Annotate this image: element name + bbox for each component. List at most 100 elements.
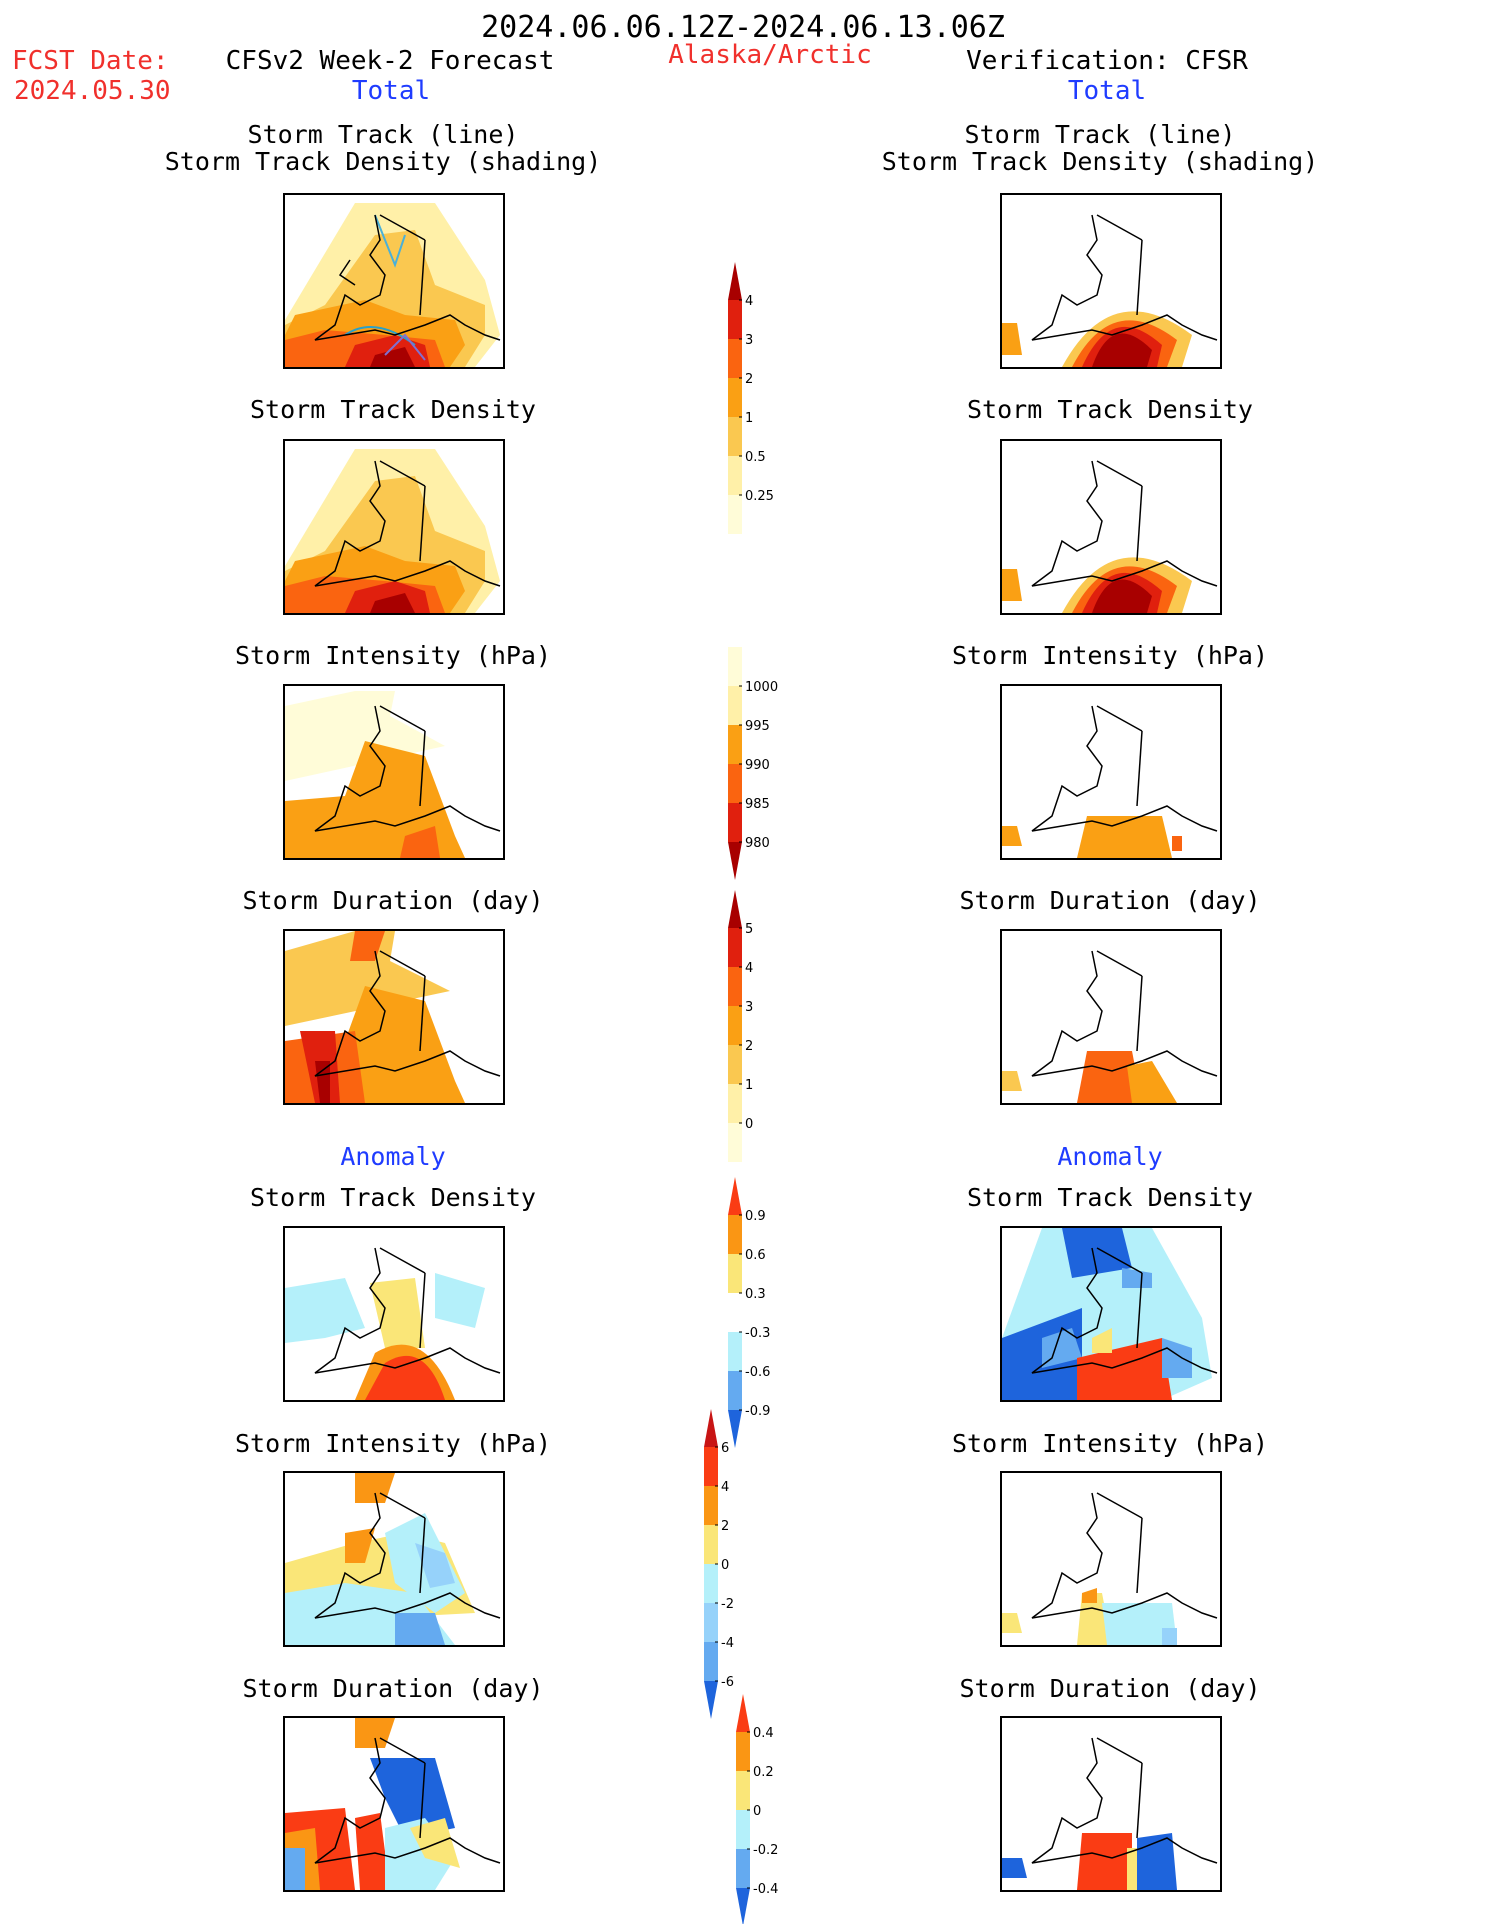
density-swatch-3 [728,378,742,417]
density_anom-swatch-0 [728,1177,742,1215]
density_anom-label-5: -0.9 [745,1404,770,1419]
density_anom-swatch-3 [728,1293,742,1332]
duration_anom-swatch-1 [736,1732,750,1771]
duration_anom-swatch-5 [736,1888,750,1924]
intensity-label-0: 1000 [745,680,778,695]
duration_anom-swatch-4 [736,1849,750,1888]
density-swatch-6 [728,495,742,534]
map-track-density-verif [1000,439,1222,615]
map-duration-verif [1000,929,1222,1105]
title-duration-verif: Storm Duration (day) [959,886,1261,915]
density-swatch-0 [728,262,742,300]
colorbar-duration: 5 4 3 2 1 0 [728,890,753,1162]
duration-label-5: 0 [745,1117,753,1132]
colorbar-intensity: 1000 995 990 985 980 [728,647,778,880]
density_anom-swatch-2 [728,1254,742,1293]
density_anom-label-2: 0.3 [745,1287,766,1302]
density_anom-swatch-6 [728,1410,742,1448]
anomaly-label-forecast: Anomaly [340,1142,446,1171]
total-label-verification: Total [1067,76,1147,106]
intensity-swatch-3 [728,764,742,803]
duration_anom-swatch-3 [736,1810,750,1849]
intensity_anom-label-0: 6 [721,1441,729,1456]
anomaly-label-verification: Anomaly [1057,1142,1163,1171]
intensity_anom-swatch-4 [704,1564,718,1603]
intensity_anom-label-3: 0 [721,1558,729,1573]
density-swatch-4 [728,417,742,456]
region-title: Alaska/Arctic [668,40,872,70]
duration-swatch-2 [728,967,742,1006]
intensity_anom-swatch-2 [704,1486,718,1525]
density-label-3: 1 [745,411,753,426]
duration_anom-swatch-0 [736,1694,750,1732]
density_anom-swatch-1 [728,1215,742,1254]
intensity_anom-swatch-1 [704,1447,718,1486]
title-track-line-fcst: Storm Track (line) [247,120,519,149]
map-track-density-anom-verif [1000,1226,1222,1402]
intensity_anom-label-6: -6 [721,1675,734,1690]
duration_anom-label-4: -0.4 [753,1882,778,1897]
duration_anom-label-0: 0.4 [753,1726,774,1741]
duration_anom-label-1: 0.2 [753,1765,774,1780]
map-track-density-shading-fcst [283,193,505,369]
density_anom-label-4: -0.6 [745,1365,770,1380]
fcst-date-value: 2024.05.30 [14,76,171,106]
intensity-swatch-2 [728,725,742,764]
title-track-density-fcst: Storm Track Density [250,395,536,424]
density-label-0: 4 [745,294,753,309]
duration-label-4: 1 [745,1078,753,1093]
intensity-swatch-0 [728,647,742,686]
duration-label-3: 2 [745,1039,753,1054]
title-duration-fcst: Storm Duration (day) [242,886,544,915]
intensity_anom-label-4: -2 [721,1597,734,1612]
intensity_anom-label-1: 4 [721,1480,729,1495]
duration-swatch-5 [728,1084,742,1123]
title-duration-anom-fcst: Storm Duration (day) [242,1674,544,1703]
forecast-period: 2024.06.06.12Z-2024.06.13.06Z [481,10,1005,45]
map-track-density-shading-verif [1000,193,1222,369]
map-duration-anom-fcst [283,1716,505,1892]
density-label-5: 0.25 [745,489,774,504]
duration-label-0: 5 [745,922,753,937]
title-intensity-anom-verif: Storm Intensity (hPa) [951,1429,1269,1458]
title-intensity-verif: Storm Intensity (hPa) [951,641,1269,670]
title-track-density-shading-verif: Storm Track Density (shading) [881,147,1319,176]
density_anom-label-0: 0.9 [745,1209,766,1224]
fcst-date-label: FCST Date: [12,46,169,76]
map-duration-anom-verif [1000,1716,1222,1892]
density_anom-label-1: 0.6 [745,1248,766,1263]
density-swatch-1 [728,300,742,339]
duration_anom-swatch-2 [736,1771,750,1810]
density_anom-swatch-5 [728,1371,742,1410]
density_anom-swatch-4 [728,1332,742,1371]
intensity_anom-label-5: -4 [721,1636,734,1651]
colorbar-density: 4 3 2 1 0.5 0.25 [728,262,774,534]
map-intensity-anom-fcst [283,1471,505,1647]
title-track-line-verif: Storm Track (line) [964,120,1236,149]
title-intensity-fcst: Storm Intensity (hPa) [234,641,552,670]
title-duration-anom-verif: Storm Duration (day) [959,1674,1261,1703]
title-track-density-shading-fcst: Storm Track Density (shading) [164,147,602,176]
map-duration-fcst [283,929,505,1105]
duration_anom-label-2: 0 [753,1804,761,1819]
intensity-label-2: 990 [745,758,770,773]
duration-label-1: 4 [745,961,753,976]
intensity_anom-swatch-6 [704,1642,718,1681]
density-swatch-2 [728,339,742,378]
intensity_anom-swatch-7 [704,1681,718,1719]
title-track-density-anom-verif: Storm Track Density [967,1183,1253,1212]
intensity_anom-swatch-0 [704,1409,718,1447]
intensity-swatch-5 [728,842,742,880]
verification-title: Verification: CFSR [966,46,1248,76]
intensity_anom-swatch-5 [704,1603,718,1642]
density-swatch-5 [728,456,742,495]
map-intensity-verif [1000,684,1222,860]
map-intensity-fcst [283,684,505,860]
map-track-density-anom-fcst [283,1226,505,1402]
duration-swatch-3 [728,1006,742,1045]
intensity_anom-label-2: 2 [721,1519,729,1534]
density-label-4: 0.5 [745,450,766,465]
title-track-density-anom-fcst: Storm Track Density [250,1183,536,1212]
duration_anom-label-3: -0.2 [753,1843,778,1858]
density_anom-label-3: -0.3 [745,1326,770,1341]
